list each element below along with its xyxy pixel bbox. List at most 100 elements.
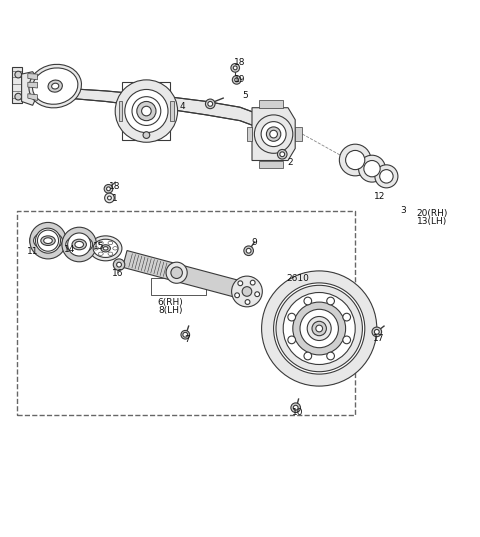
Circle shape xyxy=(231,276,262,307)
Circle shape xyxy=(125,90,168,133)
Text: 6(RH): 6(RH) xyxy=(157,297,183,307)
Text: 18: 18 xyxy=(109,183,121,191)
Circle shape xyxy=(288,313,296,321)
Ellipse shape xyxy=(75,241,84,248)
Circle shape xyxy=(108,196,111,200)
Polygon shape xyxy=(119,101,122,121)
Circle shape xyxy=(171,267,182,279)
Circle shape xyxy=(283,293,355,365)
Circle shape xyxy=(307,316,331,340)
Circle shape xyxy=(107,187,110,191)
Polygon shape xyxy=(295,127,302,141)
Ellipse shape xyxy=(52,83,59,89)
Text: 1: 1 xyxy=(112,194,118,203)
Circle shape xyxy=(242,287,252,296)
Circle shape xyxy=(132,97,161,126)
Text: 2610: 2610 xyxy=(286,273,309,282)
Ellipse shape xyxy=(48,80,62,92)
Polygon shape xyxy=(247,127,252,141)
Circle shape xyxy=(113,259,125,271)
Circle shape xyxy=(364,161,380,177)
Circle shape xyxy=(37,230,59,251)
Ellipse shape xyxy=(66,236,93,253)
Text: 17: 17 xyxy=(373,333,385,343)
Ellipse shape xyxy=(89,236,122,261)
Polygon shape xyxy=(28,94,37,100)
Circle shape xyxy=(380,170,393,183)
Ellipse shape xyxy=(44,238,52,244)
Circle shape xyxy=(300,309,338,347)
Ellipse shape xyxy=(264,130,274,138)
Ellipse shape xyxy=(256,124,282,144)
Circle shape xyxy=(270,130,277,138)
Text: 16: 16 xyxy=(112,269,123,278)
Ellipse shape xyxy=(72,239,86,250)
Ellipse shape xyxy=(94,246,98,250)
Polygon shape xyxy=(122,251,242,298)
Text: 18: 18 xyxy=(234,57,246,67)
Circle shape xyxy=(346,150,365,170)
Circle shape xyxy=(232,76,241,84)
Ellipse shape xyxy=(30,229,66,253)
Ellipse shape xyxy=(108,241,113,245)
Ellipse shape xyxy=(93,239,118,257)
Polygon shape xyxy=(28,82,37,88)
Circle shape xyxy=(375,165,398,188)
Circle shape xyxy=(293,405,298,410)
Text: 13(LH): 13(LH) xyxy=(417,217,447,227)
Text: 15: 15 xyxy=(93,242,104,251)
Circle shape xyxy=(304,297,312,305)
Ellipse shape xyxy=(113,246,118,250)
Circle shape xyxy=(280,152,285,157)
Circle shape xyxy=(246,248,251,253)
Circle shape xyxy=(274,283,365,374)
Ellipse shape xyxy=(108,252,113,256)
Circle shape xyxy=(327,297,335,305)
Circle shape xyxy=(245,300,250,304)
Ellipse shape xyxy=(252,121,285,147)
Text: 5: 5 xyxy=(242,91,248,100)
Circle shape xyxy=(339,144,371,176)
Circle shape xyxy=(117,262,121,267)
Text: 2: 2 xyxy=(288,158,293,168)
Circle shape xyxy=(343,336,350,344)
Polygon shape xyxy=(259,161,283,168)
Circle shape xyxy=(316,325,323,332)
Circle shape xyxy=(137,101,156,121)
Polygon shape xyxy=(259,100,283,108)
Circle shape xyxy=(231,63,240,72)
Polygon shape xyxy=(12,67,22,103)
Text: 11: 11 xyxy=(27,247,38,256)
Circle shape xyxy=(262,271,377,386)
Ellipse shape xyxy=(29,64,82,108)
Circle shape xyxy=(327,352,335,360)
Circle shape xyxy=(233,66,237,70)
Circle shape xyxy=(104,185,113,193)
Circle shape xyxy=(255,292,260,296)
Circle shape xyxy=(359,155,385,182)
Circle shape xyxy=(276,285,362,372)
Polygon shape xyxy=(67,89,274,133)
Circle shape xyxy=(291,403,300,412)
Text: 7: 7 xyxy=(184,335,190,344)
Circle shape xyxy=(143,132,150,139)
Circle shape xyxy=(266,127,281,141)
Circle shape xyxy=(36,228,60,253)
Circle shape xyxy=(261,121,286,147)
Text: 9: 9 xyxy=(252,237,257,246)
Text: 14: 14 xyxy=(64,245,75,254)
Circle shape xyxy=(205,99,215,108)
Polygon shape xyxy=(252,108,295,161)
Circle shape xyxy=(293,302,346,355)
Circle shape xyxy=(62,227,96,262)
Circle shape xyxy=(235,293,240,297)
Circle shape xyxy=(142,106,151,116)
Text: 12: 12 xyxy=(373,192,385,201)
Polygon shape xyxy=(28,74,37,80)
Polygon shape xyxy=(22,72,43,105)
Text: 20(RH): 20(RH) xyxy=(416,209,448,218)
Text: 4: 4 xyxy=(180,101,185,111)
Circle shape xyxy=(288,336,296,344)
Circle shape xyxy=(254,115,293,153)
Circle shape xyxy=(343,313,350,321)
